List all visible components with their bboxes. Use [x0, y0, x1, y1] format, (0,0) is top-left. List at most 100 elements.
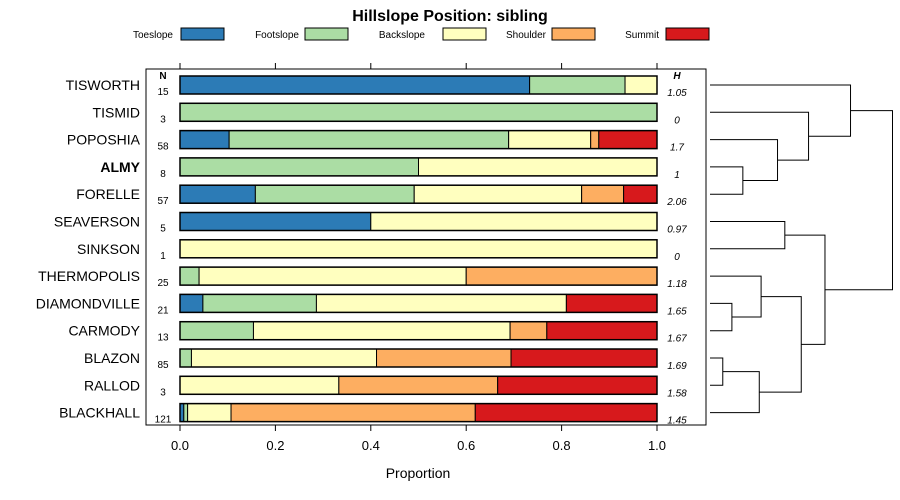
bar-backslope	[187, 403, 232, 423]
legend-label-summit: Summit	[625, 30, 659, 41]
plot-frame	[145, 68, 707, 426]
row-sinkson: SINKSON 1 0	[77, 239, 680, 263]
n-header: N	[159, 71, 166, 82]
bar-backslope	[315, 293, 567, 313]
row-carmody: CARMODY 13 1.67	[68, 320, 687, 345]
bar-backslope	[624, 75, 658, 95]
bar-footslope	[179, 102, 658, 122]
row-label: RALLOD	[84, 377, 140, 393]
row-label: BLACKHALL	[59, 405, 140, 421]
bar-shoulder	[581, 184, 625, 204]
row-blackhall: BLACKHALL 121 1.45	[59, 402, 687, 427]
row-label: SINKSON	[77, 241, 140, 257]
dendrogram-branch	[710, 111, 810, 161]
legend-label-backslope: Backslope	[379, 30, 426, 41]
bar-footslope	[183, 403, 189, 423]
bar-outline	[179, 348, 658, 368]
row-label: TISWORTH	[66, 77, 140, 93]
legend-label-shoulder: Shoulder	[506, 30, 547, 41]
bar-footslope	[179, 266, 200, 286]
bar-footslope	[529, 75, 626, 95]
x-tick-label: 0.6	[457, 438, 475, 453]
legend-label-toeslope: Toeslope	[133, 30, 173, 41]
row-diamondville: DIAMONDVILLE 21 1.65	[36, 293, 687, 317]
row-n: 3	[160, 387, 166, 398]
row-label: FORELLE	[76, 186, 140, 202]
dendrogram-branch	[710, 139, 779, 182]
row-h: 1	[674, 170, 680, 181]
bar-footslope	[254, 184, 415, 204]
dendrogram-branch	[824, 110, 893, 291]
dendrogram-branch	[710, 166, 744, 195]
bar-shoulder	[590, 130, 600, 150]
bar-outline	[179, 157, 658, 177]
bar-outline	[179, 266, 658, 286]
bar-summit	[510, 348, 658, 368]
legend: Toeslope Footslope Backslope Shoulder Summit	[133, 27, 710, 41]
legend-swatch-backslope	[442, 27, 487, 41]
dendrogram-branch	[710, 221, 786, 250]
row-tisworth: TISWORTH 15 1.05	[66, 75, 687, 99]
bar-footslope	[179, 157, 419, 177]
row-n: 13	[157, 333, 169, 344]
bar-outline	[179, 184, 658, 204]
row-rallod: RALLOD 3 1.58	[84, 375, 687, 399]
bar-backslope	[413, 184, 583, 204]
row-h: 1.45	[667, 416, 687, 427]
bar-toeslope	[179, 184, 256, 204]
bar-toeslope	[179, 212, 372, 231]
row-n: 57	[157, 196, 169, 207]
row-h: 2.06	[666, 197, 687, 208]
bar-shoulder	[230, 403, 476, 423]
bar-footslope	[179, 321, 254, 341]
dendrogram-branch	[784, 234, 826, 345]
x-axis-label: Proportion	[386, 465, 451, 481]
dendrogram-branch	[710, 275, 762, 318]
chart-title: Hillslope Position: sibling	[352, 8, 548, 25]
bar-backslope	[179, 375, 340, 395]
dendrogram-branch	[710, 302, 733, 332]
row-label: ALMY	[100, 159, 140, 175]
bar-backslope	[370, 212, 658, 231]
bar-backslope	[190, 348, 378, 368]
row-h: 0	[674, 252, 680, 263]
row-n: 21	[157, 305, 169, 316]
row-blazon: BLAZON 85 1.69	[84, 348, 687, 372]
bar-shoulder	[376, 348, 512, 368]
bar-summit	[565, 293, 658, 313]
x-axis: 0.0 0.2 0.4 0.6 0.8 1.0	[171, 63, 666, 453]
row-seaverson: SEAVERSON 5 0.97	[54, 211, 687, 236]
row-h: 1.7	[670, 143, 684, 154]
h-header: H	[673, 71, 681, 82]
x-tick-label: 0.8	[553, 438, 571, 453]
row-label: DIAMONDVILLE	[36, 295, 140, 311]
row-label: SEAVERSON	[54, 214, 140, 230]
x-tick-label: 0.4	[362, 438, 380, 453]
dendrogram-branch	[710, 84, 852, 137]
legend-swatch-toeslope	[180, 27, 225, 41]
bar-outline	[179, 375, 658, 396]
bar-backslope	[198, 266, 467, 286]
bar-summit	[623, 184, 658, 204]
row-forelle: FORELLE 57 2.06	[76, 184, 687, 208]
row-almy: ALMY 8 1	[100, 157, 680, 181]
bar-backslope	[508, 130, 592, 150]
row-poposhia: POPOSHIA 58 1.7	[67, 129, 684, 154]
row-h: 1.58	[667, 388, 687, 399]
row-thermopolis: THERMOPOLIS 25 1.18	[38, 266, 687, 290]
bar-shoulder	[338, 375, 499, 395]
row-h: 0.97	[667, 225, 687, 236]
row-tismid: TISMID 3 0	[93, 102, 680, 126]
bar-summit	[497, 375, 658, 395]
row-h: 1.05	[667, 88, 687, 99]
row-h: 0	[674, 115, 680, 126]
row-h: 1.69	[667, 361, 687, 372]
row-h: 1.18	[667, 279, 687, 290]
bar-outline	[179, 102, 658, 123]
row-n: 58	[157, 142, 169, 153]
row-label: CARMODY	[68, 323, 140, 339]
bar-toeslope	[179, 293, 204, 313]
bar-footslope	[202, 293, 317, 313]
